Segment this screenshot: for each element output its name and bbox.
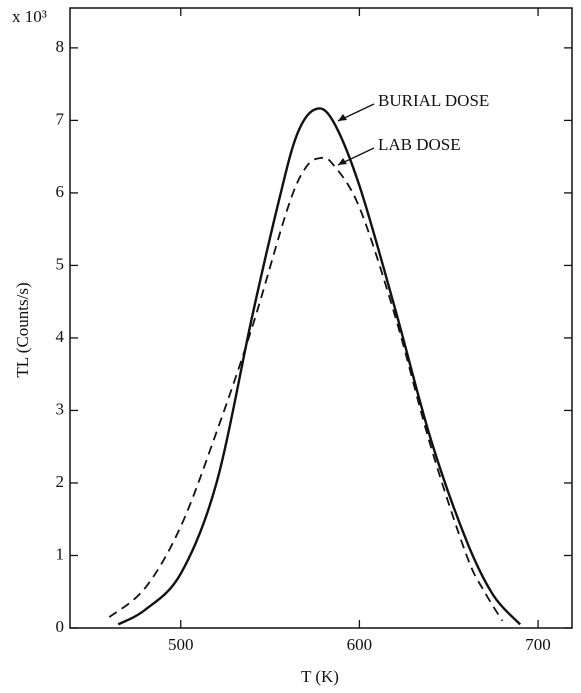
annotation: BURIAL DOSE: [378, 91, 489, 110]
y-tick-label: 7: [56, 109, 65, 128]
x-tick-label: 500: [168, 635, 194, 654]
x-tick-label: 700: [525, 635, 551, 654]
annotation: LAB DOSE: [378, 135, 461, 154]
y-tick-label: 3: [56, 399, 65, 418]
x-axis-label: T (K): [301, 667, 339, 686]
y-tick-label: 5: [56, 254, 65, 273]
y-tick-label: 4: [56, 327, 65, 346]
series-line: [117, 107, 522, 626]
x-tick-label: 600: [347, 635, 373, 654]
series-line: [108, 156, 504, 622]
y-axis-label: TL (Counts/s): [13, 282, 32, 377]
y-multiplier: x 10³: [12, 7, 47, 26]
y-tick-label: 2: [56, 472, 65, 491]
y-tick-label: 1: [56, 544, 65, 563]
plot-frame: [69, 7, 573, 629]
y-tick-label: 0: [56, 617, 65, 636]
y-tick-label: 8: [56, 37, 65, 56]
arrow-head: [338, 158, 347, 165]
arrow-head: [338, 114, 347, 121]
y-tick-label: 6: [56, 182, 65, 201]
